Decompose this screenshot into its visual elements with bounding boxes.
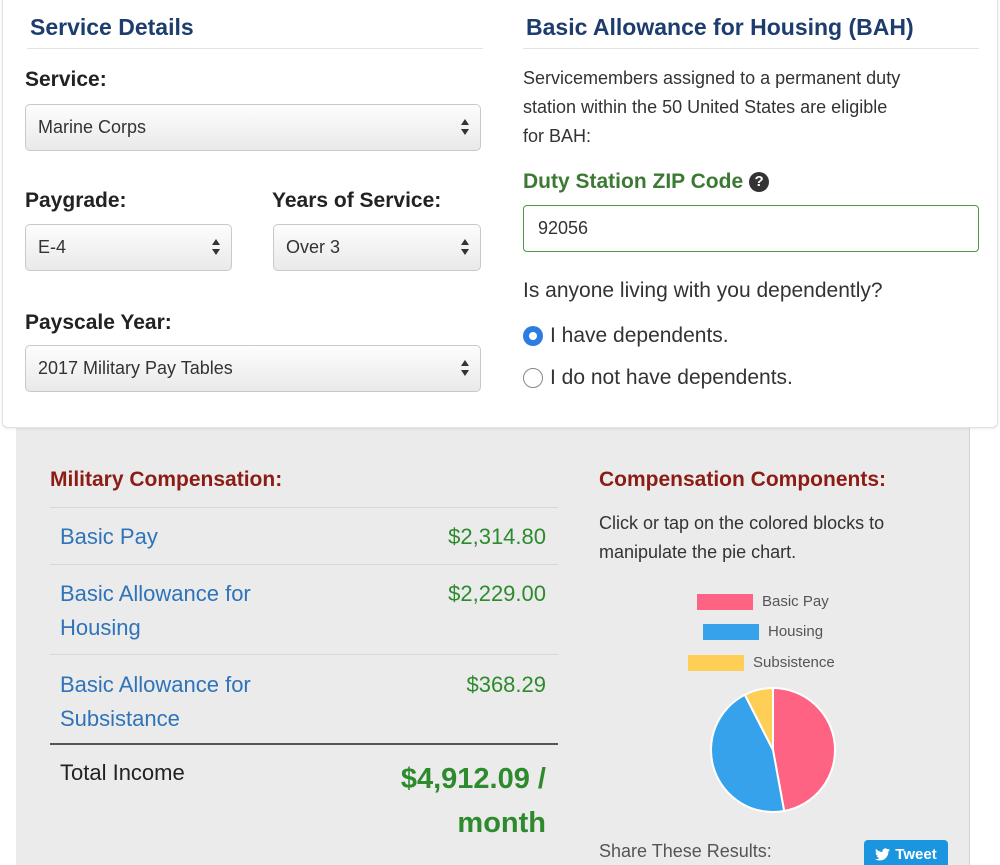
question-circle-icon[interactable]: ? (749, 172, 770, 192)
bas-link[interactable]: Basic Allowance for Subsistance (60, 672, 251, 731)
service-select-value: Marine Corps (38, 117, 147, 137)
paygrade-label: Paygrade: (25, 189, 127, 212)
input-card: Service Details Service: Marine Corps Pa… (2, 0, 998, 428)
bah-value: $2,229.00 (448, 581, 546, 606)
twitter-bird-icon (875, 847, 891, 860)
zip-code-input[interactable] (523, 205, 979, 252)
section-divider (27, 48, 483, 49)
total-divider (50, 743, 558, 745)
row-divider (50, 507, 558, 508)
legend-item-basic-pay[interactable]: Basic Pay (697, 593, 829, 610)
pie-slice-basic-pay[interactable] (772, 686, 836, 813)
bas-value: $368.29 (466, 672, 546, 697)
legend-swatch[interactable] (697, 593, 753, 610)
payscale-year-label: Payscale Year: (25, 311, 172, 334)
service-select[interactable]: Marine Corps (25, 104, 481, 151)
service-details-title: Service Details (30, 14, 194, 40)
section-divider (523, 48, 979, 49)
dependents-question: Is anyone living with you dependently? (523, 279, 883, 302)
radio-unselected-icon[interactable] (523, 368, 543, 388)
bah-link[interactable]: Basic Allowance for Housing (60, 581, 251, 640)
years-select-value: Over 3 (286, 237, 341, 257)
select-arrows-icon (211, 237, 221, 257)
bah-title: Basic Allowance for Housing (BAH) (526, 14, 914, 40)
pie-slice-subsistence[interactable] (743, 686, 774, 751)
bah-description: Servicemembers assigned to a permanent d… (523, 68, 901, 146)
pie-slice-housing[interactable] (710, 693, 786, 813)
compensation-pie-chart[interactable] (708, 685, 838, 815)
legend-swatch[interactable] (688, 654, 744, 671)
payscale-select-value: 2017 Military Pay Tables (38, 358, 233, 378)
select-arrows-icon (460, 237, 470, 257)
legend-swatch[interactable] (703, 623, 759, 640)
compensation-components-title: Compensation Components: (599, 468, 886, 491)
service-label: Service: (25, 68, 107, 91)
payscale-year-select[interactable]: 2017 Military Pay Tables (25, 345, 481, 392)
radio-selected-icon[interactable] (523, 326, 543, 346)
select-arrows-icon (460, 358, 470, 378)
select-arrows-icon (460, 117, 470, 137)
row-divider (50, 564, 558, 565)
pie-instructions: Click or tap on the colored blocks to ma… (599, 513, 885, 562)
total-income-value: $4,912.09 / month (400, 763, 546, 839)
row-divider (50, 654, 558, 655)
tweet-button[interactable]: Tweet (864, 840, 948, 865)
paygrade-select[interactable]: E-4 (25, 224, 232, 271)
years-of-service-select[interactable]: Over 3 (273, 224, 481, 271)
radio-has-dependents[interactable]: I have dependents. (523, 324, 729, 348)
zip-code-label: Duty Station ZIP Code? (523, 170, 770, 194)
radio-no-dependents[interactable]: I do not have dependents. (523, 366, 793, 390)
legend-item-subsistence[interactable]: Subsistence (688, 654, 835, 671)
paygrade-select-value: E-4 (38, 237, 67, 257)
basic-pay-link[interactable]: Basic Pay (60, 524, 158, 549)
military-compensation-title: Military Compensation: (50, 468, 283, 491)
years-of-service-label: Years of Service: (272, 189, 442, 212)
basic-pay-value: $2,314.80 (448, 524, 546, 549)
legend-item-housing[interactable]: Housing (703, 623, 823, 640)
total-income-label: Total Income (60, 760, 185, 785)
share-results-label: Share These Results: (599, 841, 772, 861)
